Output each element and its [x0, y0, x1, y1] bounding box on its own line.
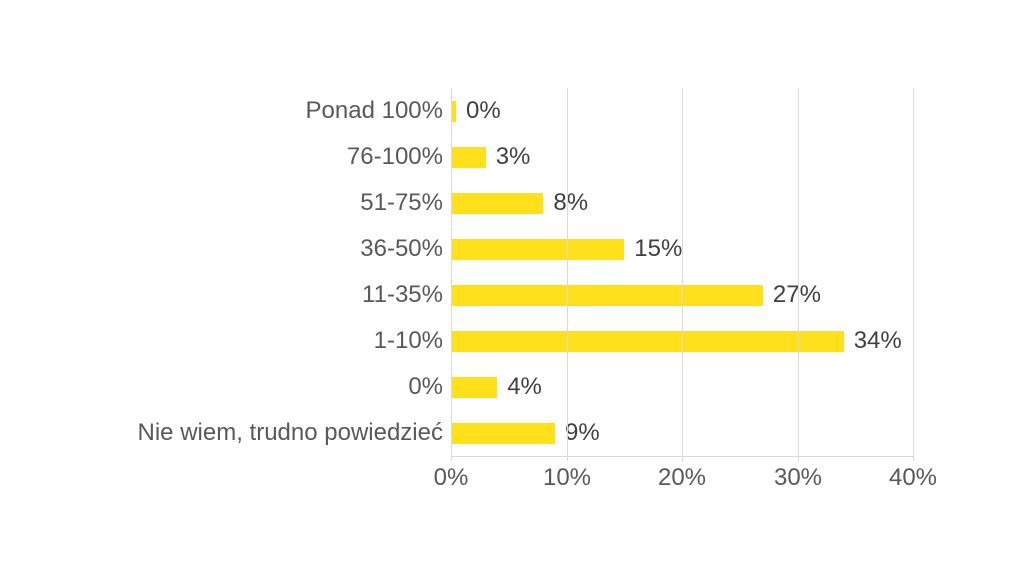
category-label: 51-75% [360, 189, 443, 216]
value-axis-tick-label: 20% [657, 464, 707, 491]
gridline [567, 88, 568, 456]
value-axis-tick-label: 10% [542, 464, 592, 491]
bar [451, 238, 625, 260]
category-label: Ponad 100% [305, 97, 443, 124]
bar [451, 376, 498, 398]
value-axis-tick [451, 456, 452, 461]
bar-value-label: 9% [565, 419, 600, 446]
value-axis-tick [567, 456, 568, 461]
bar-row: 15% [451, 226, 913, 272]
bar-value-label: 0% [466, 97, 501, 124]
category-axis-line [451, 88, 452, 456]
category-axis-labels: Ponad 100% 76-100% 51-75% 36-50% 11-35% 1-10%… [0, 88, 443, 456]
value-axis-tick-label: 40% [888, 464, 938, 491]
bar-rows: 0% 3% 8% 15% 27% 34% 4% 9% [451, 88, 913, 456]
category-label: 1-10% [373, 327, 443, 354]
value-axis-labels: 0% 10% 20% 30% 40% [0, 464, 1024, 494]
gridline [682, 88, 683, 456]
bar-value-label: 4% [507, 373, 542, 400]
value-axis-tick [682, 456, 683, 461]
value-axis-tick [913, 456, 914, 461]
bar-row: 34% [451, 318, 913, 364]
bar-row: 9% [451, 410, 913, 456]
value-axis-tick-label: 0% [433, 464, 469, 491]
bar-value-label: 8% [553, 189, 589, 216]
gridline [798, 88, 799, 456]
value-axis-tick [798, 456, 799, 461]
bar-value-label: 34% [853, 327, 902, 354]
bar-row: 4% [451, 364, 913, 410]
bar-value-label: 3% [495, 143, 531, 170]
category-label: 76-100% [346, 143, 443, 170]
bar [451, 422, 555, 444]
bar-value-label: 15% [634, 235, 683, 262]
bar [451, 100, 456, 122]
bar-row: 8% [451, 180, 913, 226]
bar [451, 284, 763, 306]
plot-area: 0% 3% 8% 15% 27% 34% 4% 9% [451, 88, 914, 461]
bar [451, 192, 544, 214]
bar [451, 146, 486, 168]
bar [451, 330, 844, 352]
category-label: Nie wiem, trudno powiedzieć [137, 419, 443, 446]
category-label: 11-35% [362, 281, 443, 308]
value-axis-tick-label: 30% [773, 464, 823, 491]
bar-value-label: 27% [772, 281, 821, 308]
category-label: 36-50% [360, 235, 443, 262]
category-label: 0% [408, 373, 443, 400]
bar-row: 0% [451, 88, 913, 134]
bar-row: 3% [451, 134, 913, 180]
gridline [913, 88, 914, 456]
bar-row: 27% [451, 272, 913, 318]
value-axis-line [451, 456, 913, 457]
